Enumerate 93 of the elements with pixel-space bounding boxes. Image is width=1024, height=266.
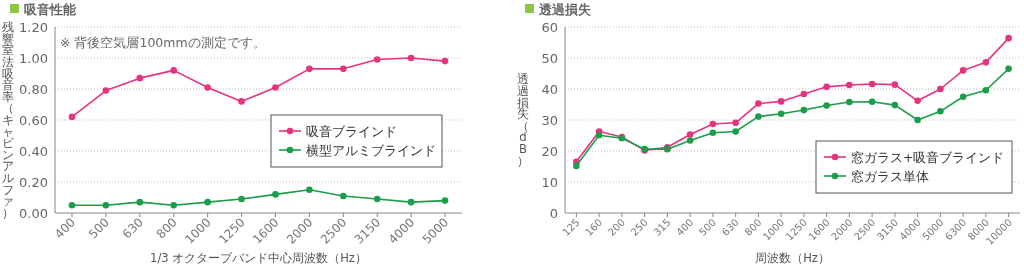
y-tick-label: 60: [541, 20, 558, 35]
point: [846, 98, 853, 106]
point: [800, 106, 808, 114]
point: [339, 192, 347, 200]
chart-title: 透過損失: [538, 2, 592, 17]
point: [1005, 34, 1012, 42]
point: [686, 131, 694, 138]
y-tick-label: 0: [549, 206, 558, 221]
point: [959, 67, 967, 74]
point: [238, 195, 245, 203]
point: [306, 65, 313, 73]
point: [777, 98, 785, 105]
point: [170, 67, 178, 74]
x-tick-label: 400: [51, 215, 79, 242]
point: [732, 128, 739, 135]
point: [982, 59, 990, 66]
point: [272, 191, 279, 198]
point: [686, 137, 694, 144]
point: [800, 90, 808, 98]
point: [170, 201, 178, 209]
point: [823, 83, 830, 91]
point: [68, 201, 76, 209]
point: [306, 186, 313, 194]
y-tick-label: 0.00: [19, 206, 48, 221]
x-tick-label: 400: [674, 216, 696, 238]
point: [937, 108, 944, 115]
y-tick-label: 30: [541, 113, 558, 128]
point: [136, 74, 144, 82]
point: [891, 101, 899, 109]
y-tick-label: 1.00: [19, 51, 48, 66]
point: [846, 81, 853, 89]
y-tick-label: 40: [541, 82, 558, 97]
point: [937, 85, 944, 93]
point: [407, 54, 415, 62]
legend-label: 横型アルミブラインド: [306, 143, 436, 158]
point: [709, 120, 717, 128]
point: [204, 84, 211, 91]
y-axis-title: 透過損失（dB）: [517, 72, 529, 168]
x-tick-label: 800: [153, 215, 180, 242]
legend-label: 吸音ブラインド: [306, 124, 397, 139]
y-tick-label: 20: [541, 144, 558, 159]
point: [777, 110, 785, 118]
x-tick-label: 500: [697, 216, 719, 238]
point: [823, 102, 830, 109]
x-tick-label: 200: [606, 216, 628, 238]
point: [755, 113, 762, 120]
legend-label: 窓ガラス単体: [851, 169, 929, 184]
point: [441, 197, 449, 204]
point: [914, 116, 921, 124]
chart-title: 吸音性能: [24, 2, 77, 17]
legend-label: 窓ガラス+吸音ブラインド: [851, 150, 1005, 165]
point: [373, 195, 381, 203]
x-axis-title: 周波数（Hz）: [755, 251, 830, 265]
annotation: ※ 背後空気層100mmの測定です。: [60, 35, 266, 50]
point: [136, 198, 144, 206]
point: [68, 113, 76, 121]
point: [102, 87, 110, 94]
x-axis-title: 1/3 オクターブバンド中心周波数（Hz）: [150, 251, 367, 265]
y-tick-label: 0.80: [19, 82, 48, 97]
x-tick-label: 160: [583, 216, 605, 238]
x-tick-label: 315: [651, 216, 673, 238]
point: [238, 98, 245, 105]
point: [891, 81, 899, 88]
point: [868, 80, 876, 88]
x-tick-label: 630: [119, 215, 146, 242]
y-tick-label: 0.60: [19, 113, 48, 128]
point: [868, 98, 876, 106]
y-axis-title: 残響室法吸音率（キャビンアルファ）: [2, 20, 14, 220]
y-tick-label: 0.20: [19, 175, 48, 190]
y-tick-label: 10: [541, 175, 558, 190]
y-tick-label: 50: [541, 51, 558, 66]
y-tick-label: 0.40: [19, 144, 48, 159]
point: [339, 65, 347, 73]
point: [755, 100, 762, 107]
point: [373, 56, 381, 63]
point: [982, 86, 990, 94]
point: [573, 162, 580, 170]
point: [272, 84, 279, 91]
point: [959, 93, 967, 101]
x-tick-label: 800: [742, 216, 764, 238]
point: [407, 198, 415, 206]
point: [732, 119, 739, 127]
point: [204, 198, 211, 206]
point: [709, 129, 717, 137]
x-tick-label: 630: [719, 216, 742, 238]
point: [102, 201, 110, 209]
point: [1005, 65, 1012, 73]
x-tick-label: 250: [628, 216, 651, 238]
y-tick-label: 1.20: [19, 20, 48, 35]
point: [595, 131, 603, 139]
x-tick-label: 125: [560, 216, 582, 238]
point: [441, 57, 449, 65]
point: [914, 97, 921, 105]
